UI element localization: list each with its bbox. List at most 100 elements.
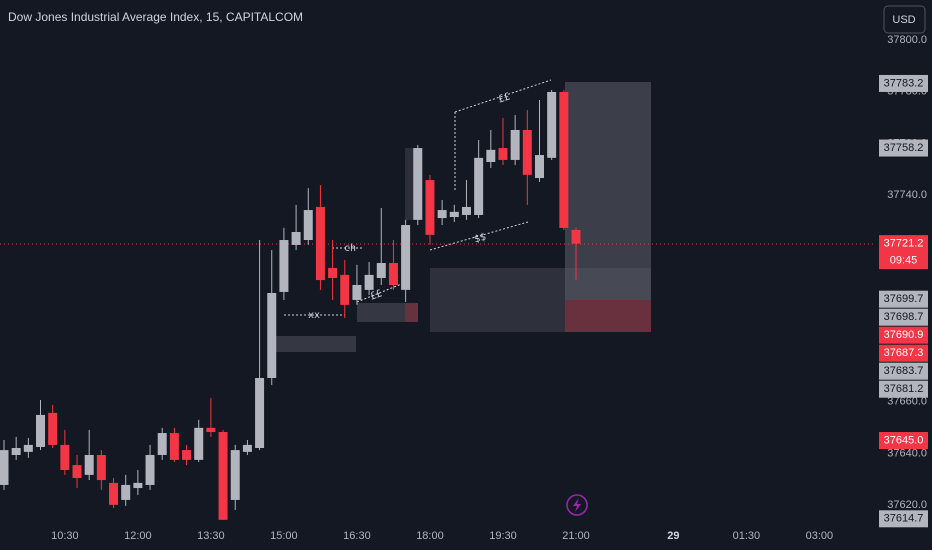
price-label-countdown: 09:45	[890, 255, 918, 267]
candle-body	[461, 206, 471, 215]
candle-body	[522, 129, 532, 175]
candle-body	[11, 448, 21, 455]
candle-body	[48, 412, 58, 445]
price-axis: 37620.037640.037660.037680.037700.037720…	[879, 34, 928, 528]
candle-body	[133, 482, 143, 489]
candle-body	[413, 148, 423, 220]
dotted-line	[454, 79, 552, 113]
price-label: 37683.7	[879, 362, 928, 380]
candle-body	[169, 433, 179, 460]
price-label-text: 37681.2	[884, 383, 924, 395]
zone	[565, 300, 651, 332]
price-label: 37783.2	[879, 74, 928, 92]
x-tick-label: 10:30	[51, 530, 79, 542]
price-label-box	[879, 344, 928, 362]
y-tick-label: 37620.0	[887, 499, 927, 511]
price-label-box	[879, 139, 928, 157]
candle-body	[401, 225, 411, 290]
dotted-line	[356, 282, 405, 303]
candle-body	[96, 454, 106, 481]
y-tick-label: 37740.0	[887, 189, 927, 201]
candle-body	[157, 433, 167, 455]
candle-body	[364, 274, 374, 290]
x-tick-label: 19:30	[489, 530, 517, 542]
currency-button[interactable]	[883, 5, 926, 34]
candle-body	[84, 454, 94, 475]
price-label-text: 37687.3	[884, 347, 924, 359]
candle-body	[352, 284, 362, 300]
candle-body	[194, 427, 204, 460]
price-label-box	[879, 74, 928, 92]
icon-bolt[interactable]	[573, 498, 581, 512]
price-label-box	[879, 432, 928, 450]
price-label-text: 37783.2	[884, 77, 924, 89]
candle-body	[60, 444, 70, 470]
candle-body	[425, 180, 435, 235]
dotted-line	[429, 221, 529, 251]
price-label-text: 37614.7	[884, 513, 924, 525]
candle-body	[303, 210, 313, 241]
y-tick-label: 37800.0	[887, 34, 927, 46]
candle-body	[267, 292, 277, 378]
candle-body	[291, 232, 301, 245]
price-label-box	[879, 308, 928, 326]
candle-body	[145, 454, 155, 485]
price-label-text: 37683.7	[884, 365, 924, 377]
candle-body	[23, 444, 33, 452]
x-tick-label: 01:30	[733, 530, 761, 542]
y-tick-label: 37660.0	[887, 396, 927, 408]
price-label-box	[879, 290, 928, 308]
currency-button-label[interactable]: USD	[892, 14, 915, 26]
annotation: ch	[344, 243, 356, 254]
candle-body	[547, 91, 557, 158]
candle-body	[376, 263, 386, 279]
candle-body	[474, 157, 484, 215]
x-tick-label: 29	[667, 530, 679, 542]
icon-circle[interactable]	[566, 494, 588, 516]
price-label-box	[879, 326, 928, 344]
price-label-text: 37699.7	[884, 293, 924, 305]
zone	[357, 303, 405, 322]
price-label-text: 37645.0	[884, 434, 924, 446]
x-tick-label: 18:00	[416, 530, 444, 542]
zone	[565, 82, 651, 300]
candle-body	[206, 427, 216, 432]
candle-body	[328, 267, 338, 279]
candle-body	[109, 482, 119, 505]
annotation: ££	[497, 91, 512, 105]
x-tick-label: 21:00	[562, 530, 590, 542]
candle-body	[255, 377, 265, 449]
candle-body	[315, 206, 325, 281]
candle-body	[218, 431, 228, 520]
price-label: 37758.2	[879, 139, 928, 157]
price-label-box	[879, 510, 928, 528]
annotation: xx	[308, 310, 320, 321]
price-label-box	[879, 362, 928, 380]
price-label-box	[879, 380, 928, 398]
y-tick-label: 37640.0	[887, 447, 927, 459]
candle-body	[242, 444, 252, 452]
candle-body	[437, 210, 447, 219]
zone	[276, 336, 356, 352]
x-tick-label: 12:00	[124, 530, 152, 542]
x-tick-label: 13:30	[197, 530, 225, 542]
price-label: 37681.2	[879, 380, 928, 398]
price-label: 37690.9	[879, 326, 928, 344]
replay-icon[interactable]	[566, 494, 588, 516]
candle-body	[36, 414, 46, 447]
candle-body	[486, 149, 496, 162]
candles	[0, 89, 581, 520]
price-label: 37645.0	[879, 432, 928, 450]
candle-body	[340, 274, 350, 305]
candle-body	[72, 465, 82, 478]
price-label: 37614.7	[879, 510, 928, 528]
x-tick-label: 15:00	[270, 530, 298, 542]
zone	[405, 303, 418, 322]
annotation: $$	[473, 232, 487, 246]
price-label: 37721.2 09:45	[879, 235, 928, 270]
price-label: 37699.7	[879, 290, 928, 308]
x-tick-label: 03:00	[806, 530, 834, 542]
candle-body	[182, 450, 192, 460]
candle-body	[559, 91, 569, 228]
